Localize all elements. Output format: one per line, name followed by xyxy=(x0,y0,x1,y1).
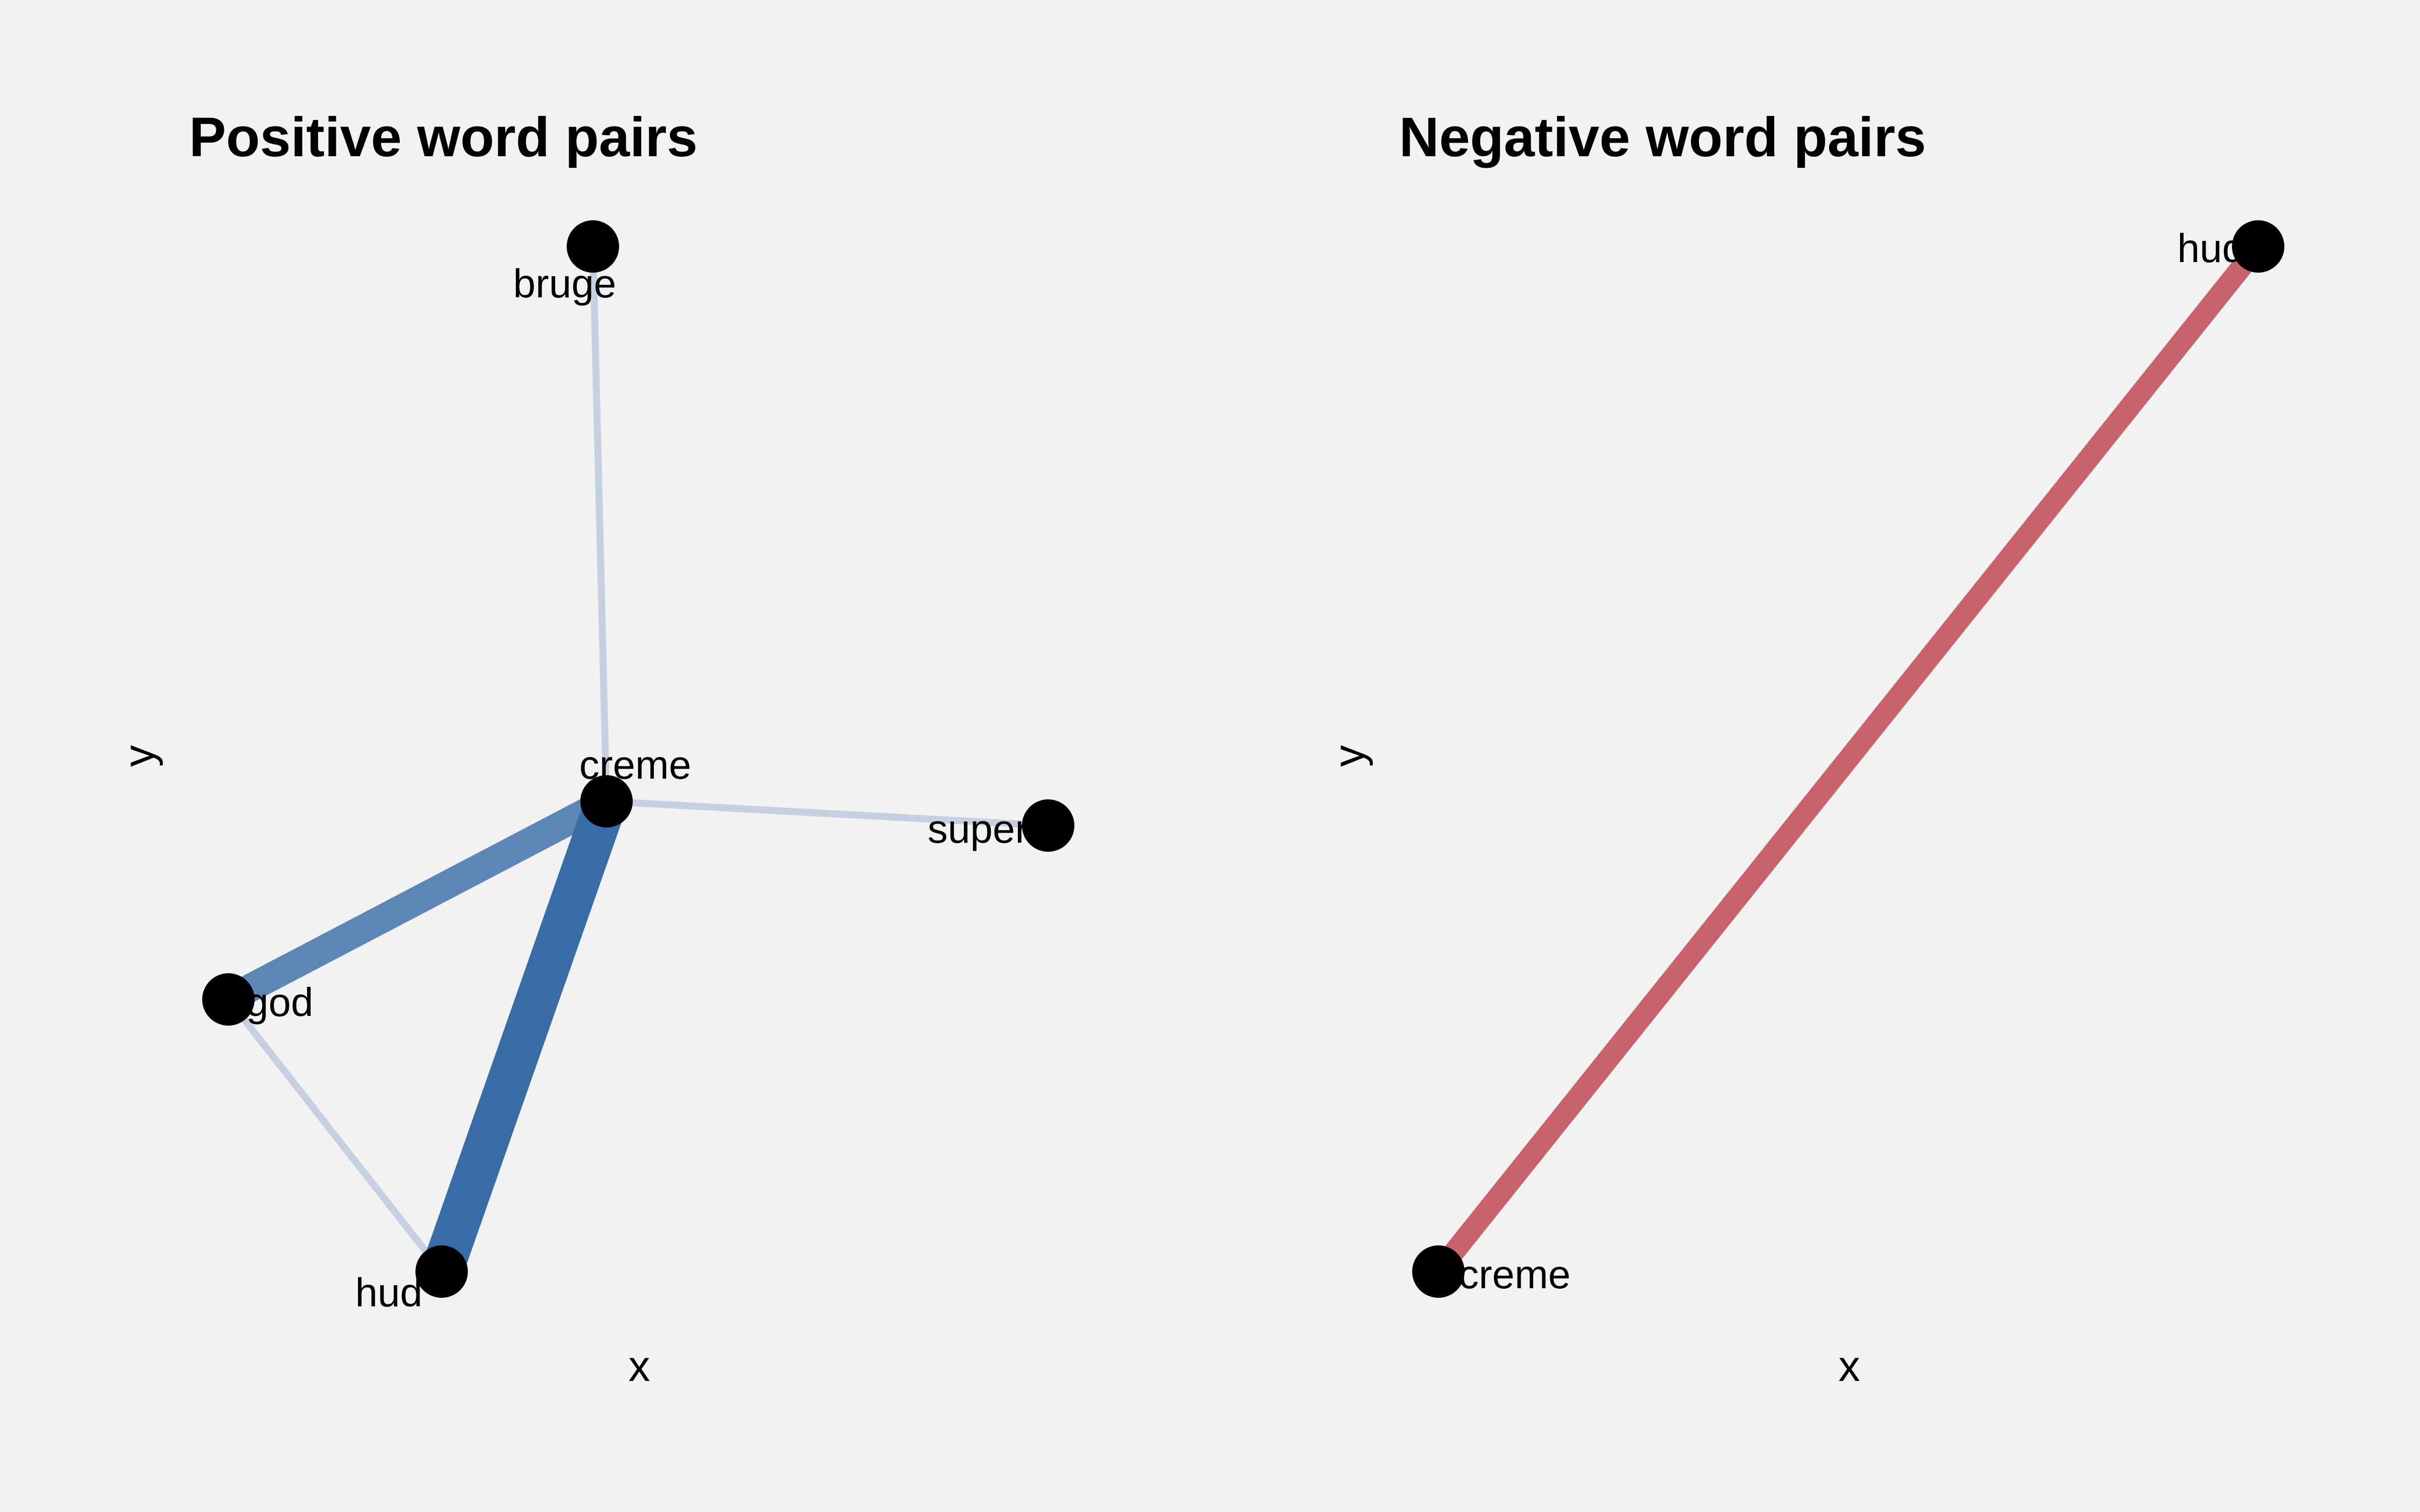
node-label-creme: creme xyxy=(579,742,691,787)
edge-layer-positive xyxy=(222,246,1049,1279)
node-label-creme: creme xyxy=(1459,1252,1570,1297)
node-layer-positive xyxy=(202,220,1074,1298)
node-hud xyxy=(415,1245,468,1298)
label-layer-positive: bruge creme super god hud xyxy=(246,261,1028,1315)
panel-positive: Positive word pairs x y bruge creme super g… xyxy=(115,106,1074,1391)
y-axis-label-positive: y xyxy=(115,745,163,767)
node-super xyxy=(1022,799,1074,852)
edge-creme-hud xyxy=(421,794,627,1279)
panel-negative: Negative word pairs x y hud creme xyxy=(1325,106,2284,1391)
label-layer-negative: hud creme xyxy=(1459,226,2245,1297)
panel-title-negative: Negative word pairs xyxy=(1399,106,1926,168)
panel-title-positive: Positive word pairs xyxy=(189,106,698,168)
node-label-hud: hud xyxy=(2177,226,2245,271)
edge-creme-hud xyxy=(1430,239,2267,1279)
edge-bruge-creme xyxy=(589,246,610,802)
edge-creme-super xyxy=(606,798,1049,829)
x-axis-label-negative: x xyxy=(1839,1342,1860,1391)
node-label-god: god xyxy=(246,980,313,1025)
x-axis-label-positive: x xyxy=(629,1342,650,1391)
node-bruge xyxy=(567,220,619,273)
edge-god-hud xyxy=(225,997,445,1274)
node-label-hud: hud xyxy=(355,1270,422,1315)
node-label-super: super xyxy=(928,806,1028,851)
node-god xyxy=(202,973,255,1026)
node-label-bruge: bruge xyxy=(513,261,617,306)
edge-layer-negative xyxy=(1430,239,2267,1279)
y-axis-label-negative: y xyxy=(1325,745,1373,767)
edge-creme-god xyxy=(222,789,613,1012)
node-layer-negative xyxy=(1412,220,2284,1298)
node-hud xyxy=(2232,220,2284,273)
node-creme xyxy=(1412,1245,1465,1298)
node-creme xyxy=(580,775,633,828)
